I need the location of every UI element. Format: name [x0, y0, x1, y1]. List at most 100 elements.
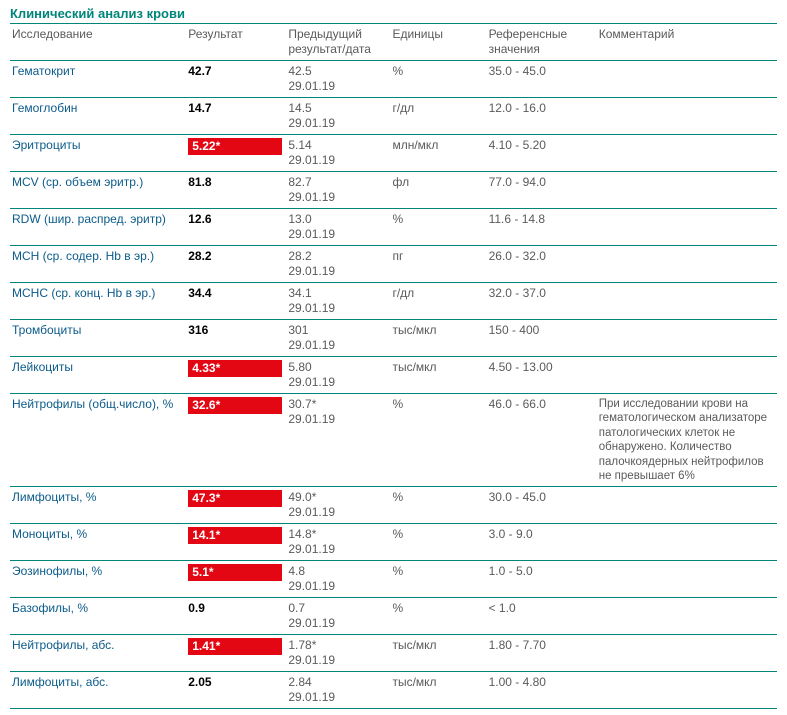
table-row: Тромбоциты31630129.01.19тыс/мкл150 - 400 [10, 320, 777, 357]
cell-units: тыс/мкл [390, 357, 486, 394]
cell-units: тыс/мкл [390, 635, 486, 672]
prev-value: 13.0 [288, 212, 311, 226]
cell-comment [597, 524, 777, 561]
cell-result: 12.6 [186, 209, 286, 246]
cell-units: млн/мкл [390, 135, 486, 172]
prev-date: 29.01.19 [288, 190, 388, 205]
cell-test: Эритроциты [10, 135, 186, 172]
cell-comment [597, 283, 777, 320]
cell-comment [597, 635, 777, 672]
prev-value: 14.8* [288, 527, 316, 541]
cell-prev: 13.029.01.19 [286, 209, 390, 246]
cell-units: % [390, 561, 486, 598]
cell-prev: 4.829.01.19 [286, 561, 390, 598]
prev-date: 29.01.19 [288, 79, 388, 94]
cell-result: 4.33* [186, 357, 286, 394]
col-test: Исследование [10, 24, 186, 61]
cell-ref: 26.0 - 32.0 [487, 246, 597, 283]
cell-units: % [390, 598, 486, 635]
prev-value: 28.2 [288, 249, 311, 263]
cell-prev: 28.229.01.19 [286, 246, 390, 283]
prev-date: 29.01.19 [288, 375, 388, 390]
col-comment: Комментарий [597, 24, 777, 61]
table-row: Лейкоциты4.33*5.8029.01.19тыс/мкл4.50 - … [10, 357, 777, 394]
prev-date: 29.01.19 [288, 412, 388, 427]
cell-comment [597, 487, 777, 524]
cell-units: % [390, 394, 486, 487]
cell-comment [597, 246, 777, 283]
prev-value: 14.5 [288, 101, 311, 115]
cell-result: 5.1* [186, 561, 286, 598]
cell-result: 42.7 [186, 61, 286, 98]
prev-value: 49.0* [288, 490, 316, 504]
prev-date: 29.01.19 [288, 542, 388, 557]
table-row: MCV (ср. объем эритр.)81.882.729.01.19фл… [10, 172, 777, 209]
cell-prev: 30.7*29.01.19 [286, 394, 390, 487]
cell-ref: 35.0 - 45.0 [487, 61, 597, 98]
result-flag: 5.22* [188, 138, 282, 155]
cell-test: MCV (ср. объем эритр.) [10, 172, 186, 209]
results-table: Исследование Результат Предыдущий резуль… [10, 24, 777, 709]
cell-prev: 5.1429.01.19 [286, 135, 390, 172]
cell-ref: 150 - 400 [487, 320, 597, 357]
cell-comment [597, 598, 777, 635]
cell-comment [597, 320, 777, 357]
result-flag: 1.41* [188, 638, 282, 655]
cell-units: г/дл [390, 98, 486, 135]
cell-comment [597, 357, 777, 394]
cell-ref: 4.10 - 5.20 [487, 135, 597, 172]
table-row: Эозинофилы, %5.1*4.829.01.19%1.0 - 5.0 [10, 561, 777, 598]
cell-comment [597, 209, 777, 246]
cell-test: Лимфоциты, % [10, 487, 186, 524]
prev-date: 29.01.19 [288, 116, 388, 131]
prev-date: 29.01.19 [288, 264, 388, 279]
prev-date: 29.01.19 [288, 653, 388, 668]
cell-test: Тромбоциты [10, 320, 186, 357]
table-header-row: Исследование Результат Предыдущий резуль… [10, 24, 777, 61]
cell-comment [597, 61, 777, 98]
prev-value: 301 [288, 323, 308, 337]
cell-units: % [390, 209, 486, 246]
prev-value: 30.7* [288, 397, 316, 411]
cell-prev: 49.0*29.01.19 [286, 487, 390, 524]
cell-ref: 1.80 - 7.70 [487, 635, 597, 672]
table-row: Лимфоциты, %47.3*49.0*29.01.19%30.0 - 45… [10, 487, 777, 524]
prev-value: 5.14 [288, 138, 311, 152]
prev-value: 4.8 [288, 564, 305, 578]
result-flag: 14.1* [188, 527, 282, 544]
cell-result: 14.7 [186, 98, 286, 135]
cell-prev: 14.529.01.19 [286, 98, 390, 135]
cell-comment [597, 135, 777, 172]
cell-test: Нейтрофилы, абс. [10, 635, 186, 672]
cell-units: пг [390, 246, 486, 283]
cell-test: Гемоглобин [10, 98, 186, 135]
cell-comment [597, 98, 777, 135]
cell-test: Моноциты, % [10, 524, 186, 561]
cell-result: 5.22* [186, 135, 286, 172]
report-title: Клинический анализ крови [10, 6, 777, 24]
prev-value: 0.7 [288, 601, 305, 615]
prev-date: 29.01.19 [288, 301, 388, 316]
table-row: RDW (шир. распред. эритр)12.613.029.01.1… [10, 209, 777, 246]
prev-date: 29.01.19 [288, 690, 388, 705]
prev-date: 29.01.19 [288, 227, 388, 242]
cell-units: тыс/мкл [390, 320, 486, 357]
table-row: MCH (ср. содер. Hb в эр.) 28.228.229.01.1… [10, 246, 777, 283]
cell-prev: 1.78*29.01.19 [286, 635, 390, 672]
cell-ref: 46.0 - 66.0 [487, 394, 597, 487]
table-row: MCHC (ср. конц. Hb в эр.)34.434.129.01.1… [10, 283, 777, 320]
cell-ref: 32.0 - 37.0 [487, 283, 597, 320]
cell-units: тыс/мкл [390, 672, 486, 709]
cell-test: MCH (ср. содер. Hb в эр.) [10, 246, 186, 283]
table-row: Лимфоциты, абс.2.052.8429.01.19тыс/мкл1.… [10, 672, 777, 709]
cell-units: г/дл [390, 283, 486, 320]
cell-result: 32.6* [186, 394, 286, 487]
cell-ref: 1.0 - 5.0 [487, 561, 597, 598]
cell-result: 81.8 [186, 172, 286, 209]
prev-value: 82.7 [288, 175, 311, 189]
prev-value: 2.84 [288, 675, 311, 689]
result-flag: 5.1* [188, 564, 282, 581]
table-row: Нейтрофилы (общ.число), %32.6*30.7*29.01… [10, 394, 777, 487]
col-ref: Референсные значения [487, 24, 597, 61]
result-flag: 47.3* [188, 490, 282, 507]
